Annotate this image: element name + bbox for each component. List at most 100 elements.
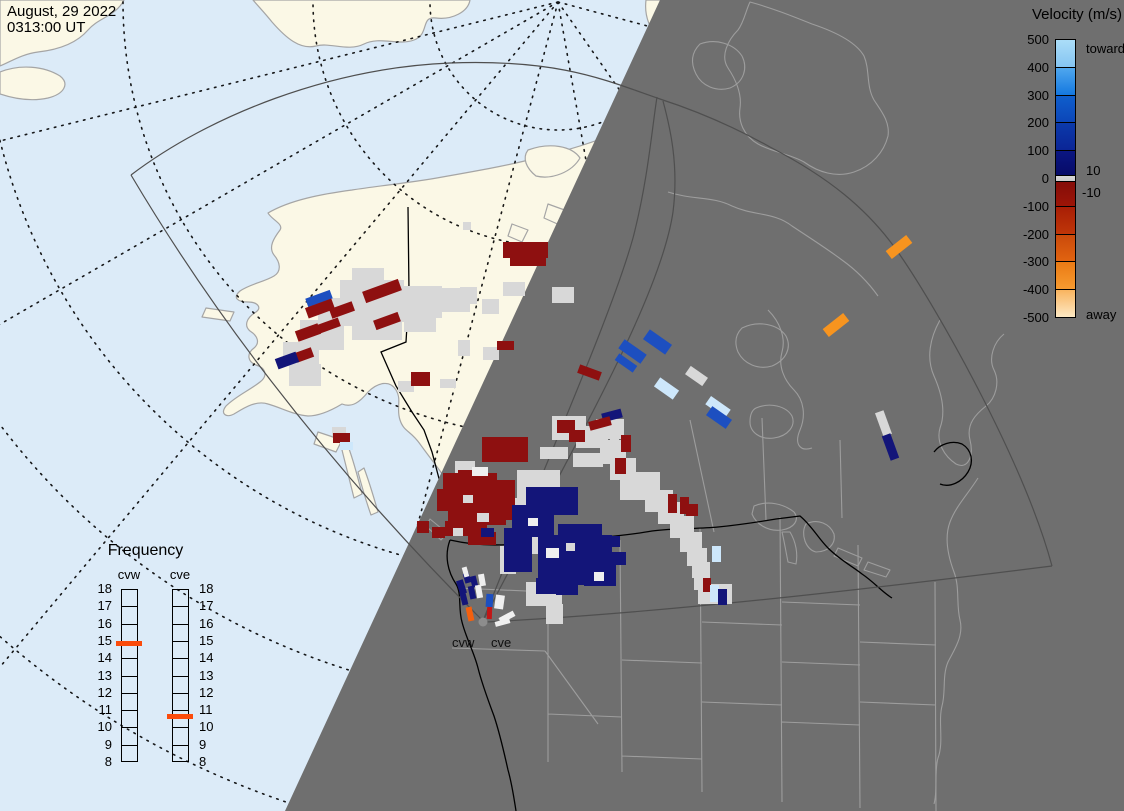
data-tile-org bbox=[822, 313, 850, 337]
colorbar-segment bbox=[1055, 94, 1076, 124]
data-tile-wh bbox=[494, 594, 505, 610]
lake-superior bbox=[751, 502, 797, 531]
data-tile-red bbox=[680, 497, 689, 514]
frequency-scale-gridline bbox=[173, 710, 188, 712]
fov-west-edge bbox=[130, 174, 484, 622]
timestamp-date: August, 29 2022 bbox=[7, 3, 117, 20]
colorbar-zero-upper-label: 10 bbox=[1086, 163, 1101, 178]
frequency-legend-title: Frequency bbox=[107, 542, 184, 559]
frequency-marker-cve bbox=[167, 713, 193, 719]
frequency-legend: Frequency cvw cve 18 18 17 17 16 16 15 15 14 14 13… bbox=[88, 542, 238, 782]
radar-label-cve: cve bbox=[491, 635, 511, 650]
radar-site-marker bbox=[478, 617, 488, 627]
frequency-tick-label-right: 15 bbox=[199, 632, 214, 648]
data-tile-navy bbox=[881, 433, 900, 461]
data-tile-gs bbox=[483, 347, 499, 360]
data-tile-red bbox=[615, 458, 626, 474]
colorbar-tick-label: 0 bbox=[1041, 171, 1049, 186]
northern-lakes-squiggle bbox=[767, 309, 813, 450]
frequency-tick-label-right: 14 bbox=[199, 650, 214, 666]
frequency-tick-label-right: 9 bbox=[199, 736, 207, 752]
frequency-tick-label-left: 13 bbox=[97, 667, 112, 683]
data-tile-pale bbox=[705, 396, 731, 418]
colorbar-segment bbox=[1055, 180, 1076, 207]
data-tile-red bbox=[510, 256, 546, 266]
data-tile-navy bbox=[481, 528, 494, 537]
frequency-tick-label-left: 14 bbox=[97, 650, 112, 666]
data-tile-red bbox=[497, 341, 514, 350]
data-tile-gs bbox=[482, 299, 499, 314]
colorbar-tick-label: -400 bbox=[1022, 282, 1049, 298]
colorbar-zero-lower-label: -10 bbox=[1082, 185, 1101, 200]
data-tile-navy bbox=[467, 585, 477, 600]
fov-outer-arc bbox=[130, 61, 1053, 567]
data-tile-gs bbox=[552, 287, 574, 303]
frequency-tick-label-left: 18 bbox=[97, 581, 112, 596]
data-tile-crim bbox=[486, 606, 493, 620]
panhandle-island-a bbox=[341, 445, 363, 499]
frequency-scale-gridline bbox=[173, 692, 188, 694]
data-tile-gs bbox=[463, 222, 471, 230]
frequency-column-label-cve: cve bbox=[169, 567, 191, 582]
data-tile-gs bbox=[398, 381, 414, 392]
colorbar-tick-label: 300 bbox=[1027, 87, 1049, 103]
data-tile-navy bbox=[606, 536, 620, 547]
data-tile-blue2 bbox=[614, 353, 638, 373]
timestamp-time: 0313:00 UT bbox=[7, 19, 86, 36]
data-tile-navy bbox=[469, 575, 479, 588]
colorbar-segment bbox=[1055, 122, 1076, 152]
lake-ontario bbox=[863, 561, 891, 578]
frequency-scale-gridline bbox=[122, 658, 137, 660]
frequency-tick-label-left: 17 bbox=[97, 598, 112, 614]
data-tile-gs bbox=[874, 410, 893, 437]
colorbar-segment bbox=[1055, 150, 1076, 177]
data-tile-navy bbox=[274, 351, 300, 370]
frequency-scale-gridline bbox=[173, 675, 188, 677]
data-tile-navy bbox=[536, 578, 562, 594]
frequency-tick-label-right: 17 bbox=[199, 598, 214, 614]
data-tile-navy bbox=[556, 584, 578, 595]
data-tile-navy bbox=[610, 552, 626, 565]
timestamp: August, 29 2022 0313:00 UT bbox=[7, 4, 116, 36]
colorbar-tick-label: -200 bbox=[1022, 226, 1049, 242]
data-tile-red bbox=[686, 504, 698, 516]
frequency-tick-label-left: 8 bbox=[104, 754, 112, 769]
data-tile-red bbox=[411, 372, 430, 386]
data-tile-wh bbox=[528, 518, 538, 526]
data-tile-red bbox=[621, 435, 631, 452]
frequency-column-label-cvw: cvw bbox=[117, 567, 141, 582]
data-tile-gs bbox=[460, 287, 477, 304]
frequency-scale-cve bbox=[172, 589, 189, 762]
frequency-marker-cvw bbox=[116, 640, 142, 646]
data-tile-gs bbox=[610, 437, 619, 443]
data-tiles bbox=[274, 222, 913, 627]
data-tile-wh bbox=[478, 573, 486, 587]
frequency-scale-gridline bbox=[122, 606, 137, 608]
frequency-scale-cvw bbox=[121, 589, 138, 762]
data-tile-gs bbox=[398, 286, 442, 318]
colorbar-title: Velocity (m/s) bbox=[1031, 6, 1122, 23]
siberia-island bbox=[0, 66, 66, 101]
data-tile-blue2 bbox=[485, 593, 494, 608]
night-outlines bbox=[425, 1, 1005, 811]
data-tile-gs bbox=[440, 379, 456, 388]
data-tile-red bbox=[497, 480, 515, 520]
colorbar-tick-label: -500 bbox=[1022, 310, 1049, 325]
panhandle-island-b bbox=[357, 467, 379, 516]
great-bear-lake bbox=[735, 323, 789, 368]
data-tile-navy bbox=[718, 589, 727, 605]
st-lawrence-island bbox=[201, 307, 235, 322]
fov-south-edge bbox=[485, 565, 1053, 623]
data-tile-navy bbox=[459, 592, 469, 606]
frequency-tick-label-left: 9 bbox=[104, 736, 112, 752]
siberia-coast bbox=[0, 0, 125, 67]
frequency-scale-gridline bbox=[173, 623, 188, 625]
colorbar-away-label: away bbox=[1086, 307, 1117, 322]
colorbar-bar bbox=[1055, 39, 1076, 318]
province-borders bbox=[689, 417, 843, 533]
data-tile-gs bbox=[503, 282, 525, 296]
colorbar-tick-label: 500 bbox=[1027, 32, 1049, 47]
hudson-bay bbox=[929, 319, 1005, 466]
data-tile-wh bbox=[594, 572, 604, 581]
colorbar-tick-label: -100 bbox=[1022, 198, 1049, 214]
